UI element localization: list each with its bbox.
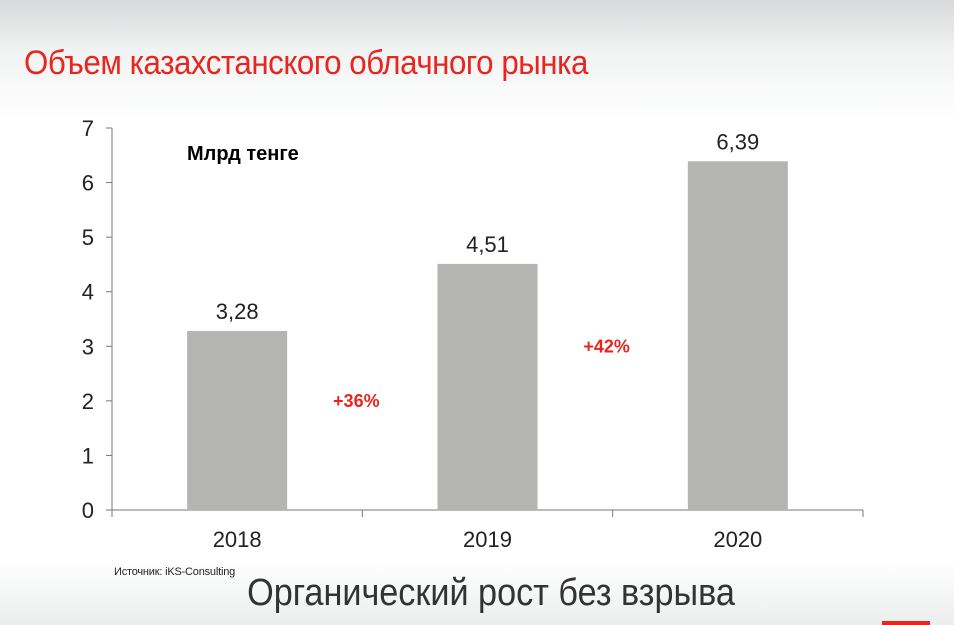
x-tick-label: 2020 bbox=[713, 527, 762, 552]
y-tick-label: 3 bbox=[82, 334, 94, 359]
slide-title: Объем казахстанского облачного рынка bbox=[24, 44, 588, 82]
y-tick-label: 0 bbox=[82, 498, 94, 523]
x-tick-label: 2019 bbox=[463, 527, 512, 552]
y-tick-label: 7 bbox=[82, 116, 94, 141]
value-label: 3,28 bbox=[216, 299, 259, 324]
bar-2018 bbox=[187, 331, 288, 510]
source-note: Источник: iKS-Consulting bbox=[114, 566, 236, 578]
value-label: 6,39 bbox=[716, 129, 759, 154]
y-tick-label: 4 bbox=[82, 280, 94, 305]
brand-logo-mark bbox=[882, 621, 930, 625]
value-labels: 3,28 4,51 6,39 bbox=[216, 129, 759, 324]
bar-2020 bbox=[687, 161, 788, 510]
y-axis: 0 1 2 3 4 5 6 7 bbox=[82, 116, 113, 523]
unit-label: Млрд тенге bbox=[187, 143, 299, 165]
growth-annotation: +42% bbox=[583, 336, 630, 356]
x-tick-label: 2018 bbox=[213, 527, 262, 552]
y-tick-label: 6 bbox=[82, 171, 94, 196]
bar-2019 bbox=[437, 263, 538, 510]
bars bbox=[187, 161, 788, 510]
y-tick-label: 5 bbox=[82, 225, 94, 250]
x-axis: 2018 2019 2020 bbox=[111, 509, 864, 552]
slide-caption: Органический рост без взрыва bbox=[247, 572, 735, 614]
growth-annotations: +36% +42% bbox=[333, 336, 630, 411]
value-label: 4,51 bbox=[466, 232, 509, 257]
y-tick-label: 2 bbox=[82, 389, 94, 414]
y-tick-label: 1 bbox=[82, 443, 94, 468]
growth-annotation: +36% bbox=[333, 391, 380, 411]
